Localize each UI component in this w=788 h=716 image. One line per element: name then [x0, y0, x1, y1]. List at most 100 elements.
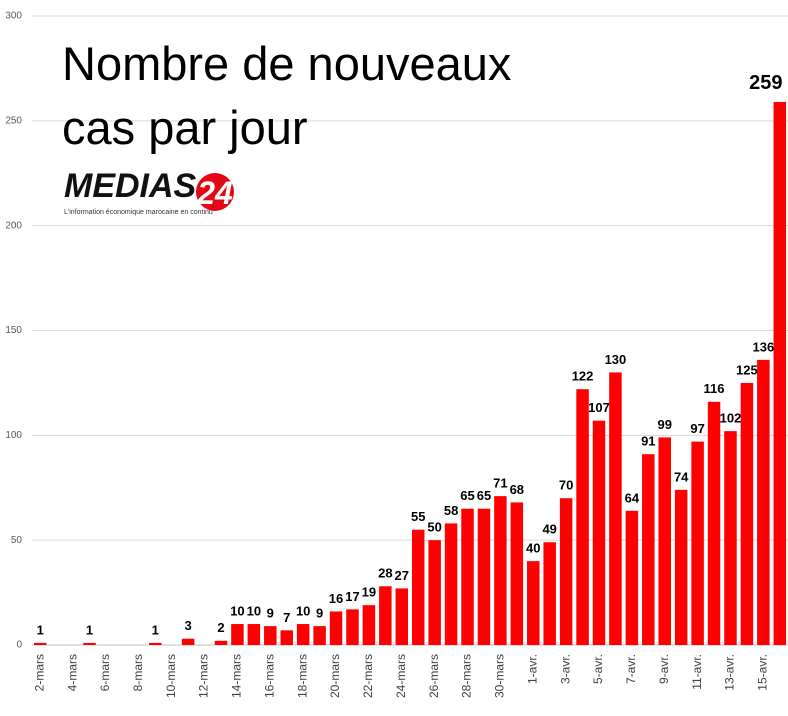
x-tick-label: 20-mars: [328, 654, 342, 698]
value-label: 97: [690, 421, 704, 436]
bar: [740, 382, 754, 645]
bar: [477, 508, 491, 645]
value-label: 65: [477, 488, 491, 503]
x-tick-label: 13-avr.: [723, 654, 737, 691]
value-label: 7: [283, 610, 290, 625]
value-label: 1: [86, 622, 93, 637]
bar: [691, 441, 704, 645]
x-tick-label: 2-mars: [32, 654, 46, 691]
bar: [313, 626, 326, 645]
value-label: 125: [736, 362, 758, 377]
value-label: 91: [641, 434, 655, 449]
x-tick-label: 26-mars: [427, 654, 441, 698]
bar: [83, 642, 96, 645]
value-label: 107: [588, 400, 610, 415]
x-tick-label: 14-mars: [230, 654, 244, 698]
y-tick-label: 250: [5, 115, 22, 126]
bar: [149, 642, 162, 645]
chart-title: cas par jour: [62, 101, 308, 154]
value-label: 70: [559, 478, 573, 493]
value-label: 27: [395, 568, 409, 583]
value-label: 130: [605, 352, 627, 367]
value-label: 99: [658, 417, 672, 432]
value-label: 58: [444, 503, 458, 518]
value-label: 1: [37, 622, 44, 637]
value-label: 55: [411, 509, 425, 524]
x-tick-label: 1-avr.: [525, 654, 539, 684]
bar: [33, 642, 47, 645]
x-tick-label: 16-mars: [262, 654, 276, 698]
bars: [33, 101, 787, 646]
bar: [543, 542, 556, 645]
bar: [510, 502, 524, 645]
x-tick-label: 22-mars: [361, 654, 375, 698]
value-label: 10: [230, 603, 244, 618]
logo-number: 24: [196, 175, 233, 211]
bar: [395, 588, 409, 645]
bar: [576, 389, 589, 645]
chart-title: Nombre de nouveaux: [62, 37, 511, 90]
bar: [362, 605, 376, 645]
value-label: 74: [674, 469, 689, 484]
logo-tagline: L'information économique marocaine en co…: [64, 209, 213, 216]
x-tick-label: 3-avr.: [558, 654, 572, 684]
logo-name: MEDIAS: [64, 167, 197, 205]
value-label: 9: [267, 606, 274, 621]
value-label: 49: [542, 522, 556, 537]
value-label: 1: [152, 622, 159, 637]
logo-circle: [196, 173, 234, 211]
bar: [444, 523, 458, 645]
y-tick-label: 0: [16, 640, 22, 651]
bar: [527, 561, 540, 645]
y-tick-label: 50: [11, 535, 23, 546]
value-label: 116: [704, 381, 725, 396]
bar: [773, 101, 787, 646]
x-tick-label: 7-avr.: [624, 654, 638, 684]
bar: [707, 401, 721, 645]
value-label: 9: [316, 606, 323, 621]
value-label: 136: [752, 339, 774, 354]
bar: [181, 638, 195, 645]
bar: [609, 372, 622, 645]
value-label: 3: [185, 618, 192, 633]
value-label: 19: [362, 585, 376, 600]
bar: [625, 510, 639, 645]
y-tick-label: 200: [5, 220, 22, 231]
bar: [247, 624, 261, 645]
y-tick-label: 150: [5, 325, 22, 336]
value-label: 10: [247, 603, 261, 618]
x-tick-label: 9-avr.: [657, 654, 671, 684]
value-label: 71: [493, 476, 507, 491]
value-label: 68: [510, 482, 524, 497]
logo: MEDIAS 24 L'information économique maroc…: [64, 167, 234, 216]
bar: [494, 496, 507, 645]
x-tick-label: 8-mars: [131, 654, 145, 691]
bar: [264, 626, 277, 645]
bar: [296, 624, 310, 645]
y-tick-label: 300: [5, 11, 22, 22]
value-label: 50: [427, 520, 441, 535]
value-label: 40: [526, 541, 540, 556]
value-label: 28: [378, 566, 392, 581]
x-tick-label: 15-avr.: [756, 654, 770, 691]
bar: [411, 529, 425, 645]
value-label: 64: [625, 490, 640, 505]
x-tick-label: 24-mars: [394, 654, 408, 698]
x-tick-label: 10-mars: [164, 654, 178, 698]
bar: [379, 586, 392, 645]
bar: [592, 420, 606, 645]
x-tick-label: 6-mars: [98, 654, 112, 691]
value-label: 102: [720, 411, 742, 426]
value-label: 2: [217, 620, 224, 635]
bar: [461, 508, 474, 645]
x-tick-label: 30-mars: [493, 654, 507, 698]
bar: [280, 630, 293, 645]
bar: [214, 640, 228, 645]
value-label: 17: [345, 589, 359, 604]
value-label: 10: [296, 603, 310, 618]
bar: [428, 540, 441, 645]
x-tick-label: 5-avr.: [591, 654, 605, 684]
x-tick-label: 28-mars: [460, 654, 474, 698]
